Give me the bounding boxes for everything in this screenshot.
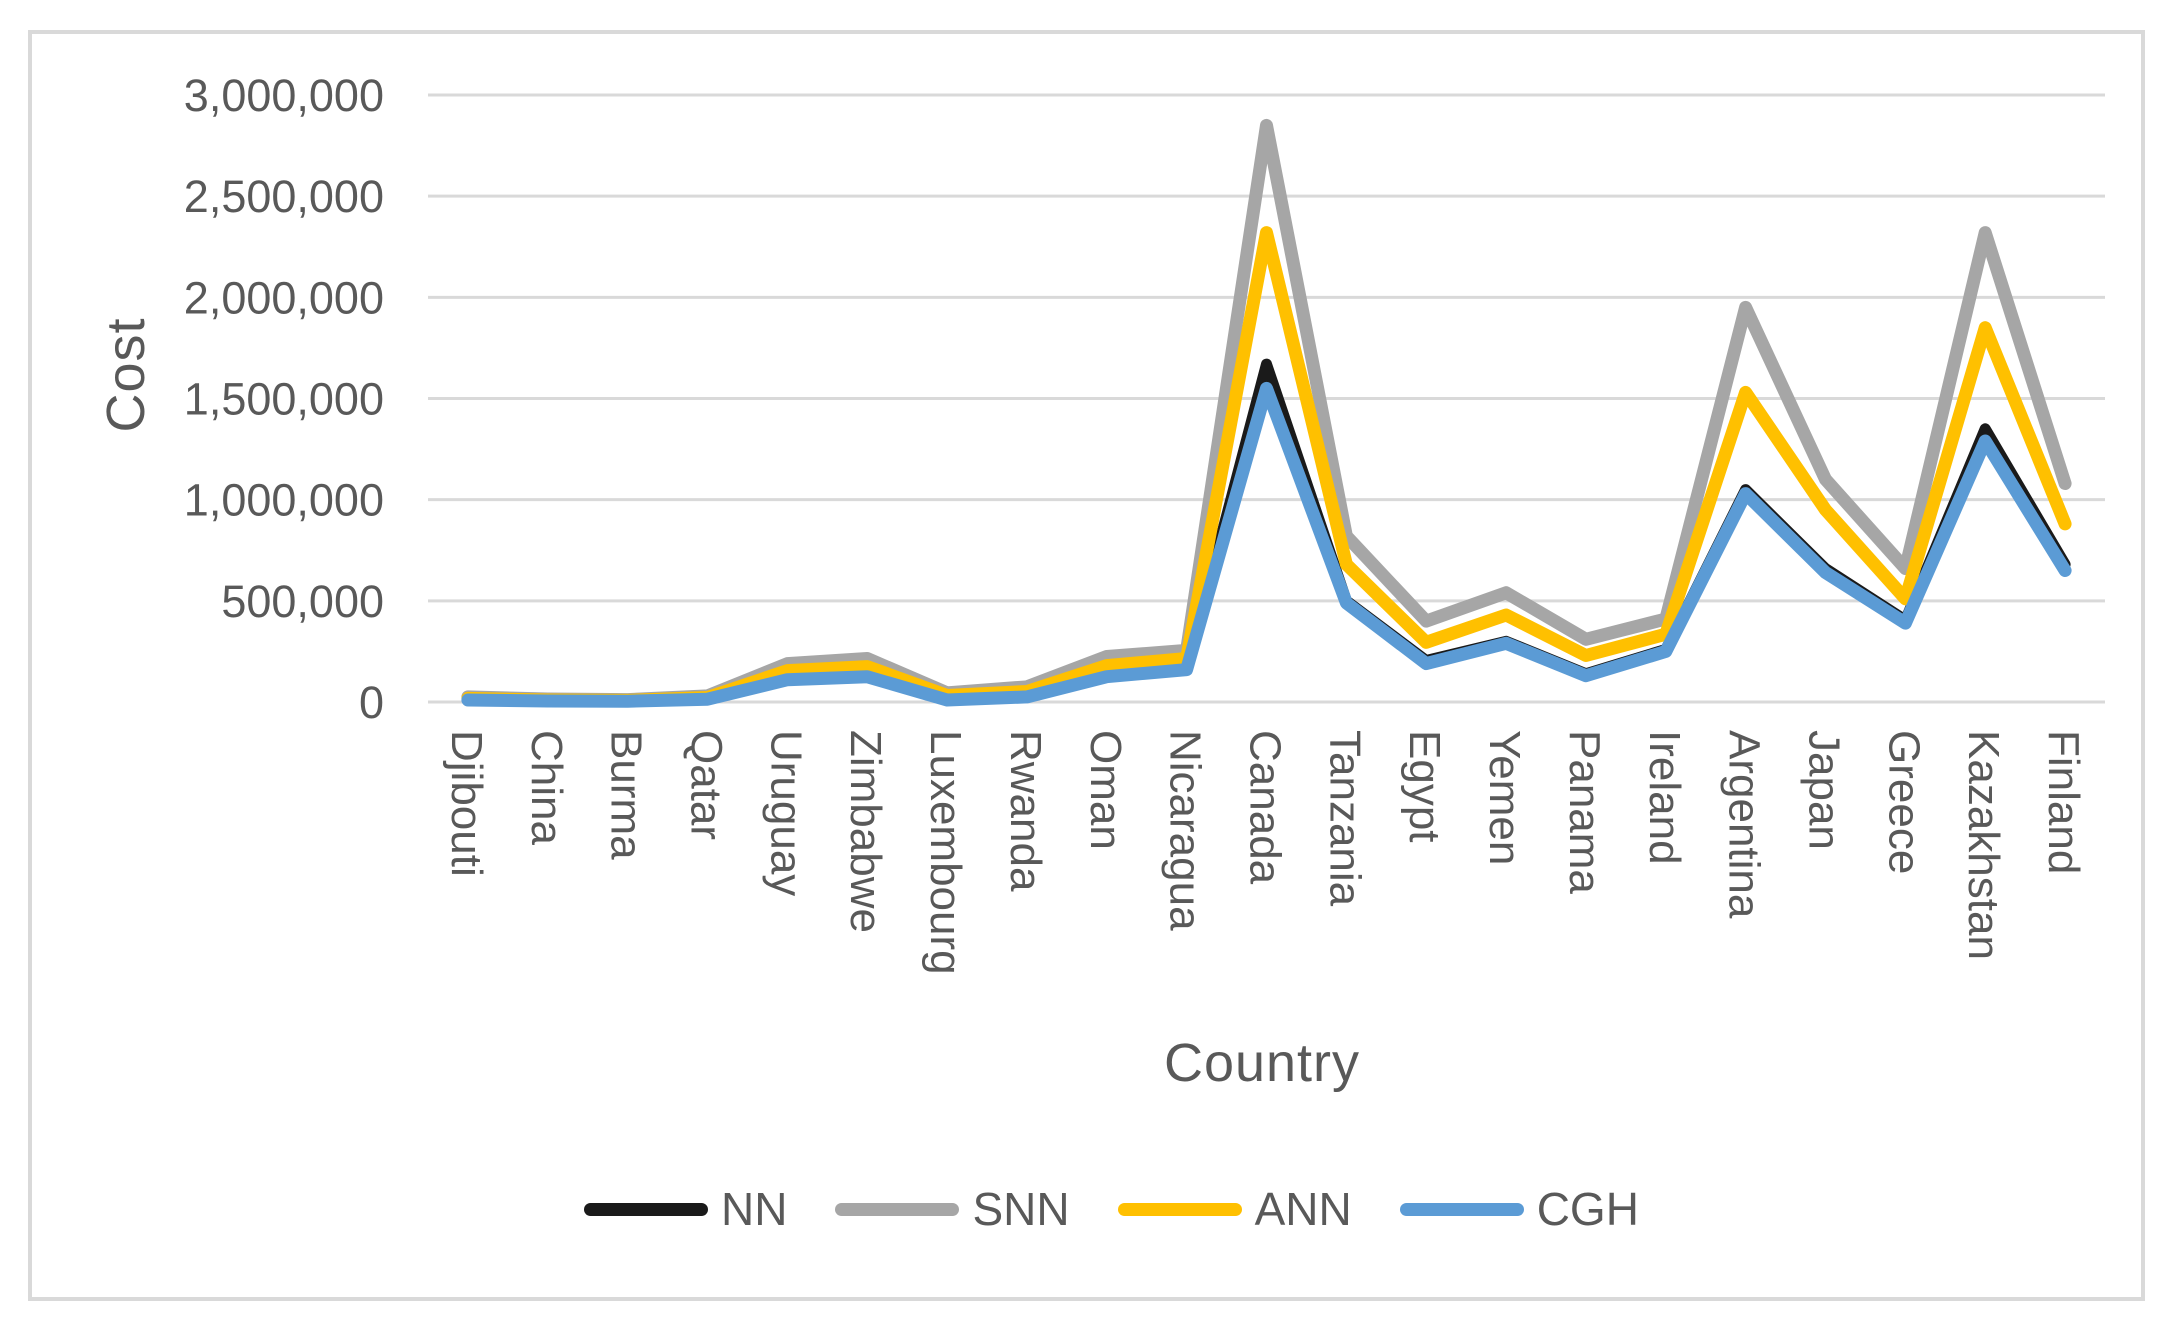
x-tick-label: Burma: [602, 730, 651, 860]
x-tick-label: Ireland: [1640, 730, 1689, 865]
legend-swatch-CGH: [1399, 1202, 1524, 1216]
x-tick-label: Canada: [1241, 730, 1290, 885]
x-tick-label: Japan: [1800, 730, 1849, 850]
legend-label: ANN: [1254, 1183, 1352, 1235]
y-tick-label: 1,000,000: [184, 475, 384, 526]
series-line-CGH: [461, 381, 2072, 708]
x-tick-label: Djibouti: [442, 730, 491, 877]
series-line-SNN: [461, 118, 2072, 707]
x-tick-label: Tanzania: [1320, 730, 1369, 907]
x-tick-label: Panama: [1560, 730, 1609, 894]
x-tick-label: Uruguay: [761, 730, 810, 896]
legend-swatch-ANN: [1117, 1202, 1242, 1216]
x-tick-label: Greece: [1879, 730, 1928, 874]
y-tick-label: 2,000,000: [184, 272, 384, 323]
x-tick-label: Egypt: [1400, 730, 1449, 843]
legend-item-CGH: CGH: [1399, 1183, 1639, 1235]
legend-item-ANN: ANN: [1117, 1183, 1352, 1235]
x-tick-label: Kazakhstan: [1959, 730, 2008, 960]
legend-item-NN: NN: [584, 1186, 787, 1232]
legend-label: CGH: [1536, 1183, 1639, 1235]
legend-label: NN: [721, 1183, 788, 1235]
legend-label: SNN: [972, 1183, 1070, 1235]
x-tick-label: Argentina: [1720, 730, 1769, 919]
x-tick-label: Oman: [1081, 730, 1130, 850]
x-tick-label: Nicaragua: [1161, 730, 1210, 931]
x-tick-label: Finland: [2039, 730, 2088, 874]
x-tick-label: Yemen: [1480, 730, 1529, 865]
y-tick-label: 0: [359, 677, 384, 728]
y-tick-label: 2,500,000: [184, 171, 384, 222]
x-axis-title: Country: [1163, 1033, 1361, 1093]
x-tick-label: Qatar: [682, 730, 731, 840]
x-tick-label: Rwanda: [1001, 730, 1050, 892]
x-tick-label: Luxembourg: [921, 730, 970, 975]
legend-swatch-SNN: [835, 1202, 960, 1216]
series-line-NN: [462, 358, 2071, 707]
y-axis-title: Cost: [96, 317, 156, 433]
x-tick-label: China: [522, 730, 571, 845]
y-tick-label: 1,500,000: [184, 374, 384, 425]
legend-item-SNN: SNN: [835, 1183, 1070, 1235]
chart-legend: NN SNN ANN CGH: [584, 1186, 1639, 1232]
x-tick-label: Zimbabwe: [841, 730, 890, 933]
y-tick-label: 3,000,000: [184, 70, 384, 121]
y-tick-label: 500,000: [221, 576, 384, 627]
legend-swatch-NN: [584, 1202, 708, 1216]
